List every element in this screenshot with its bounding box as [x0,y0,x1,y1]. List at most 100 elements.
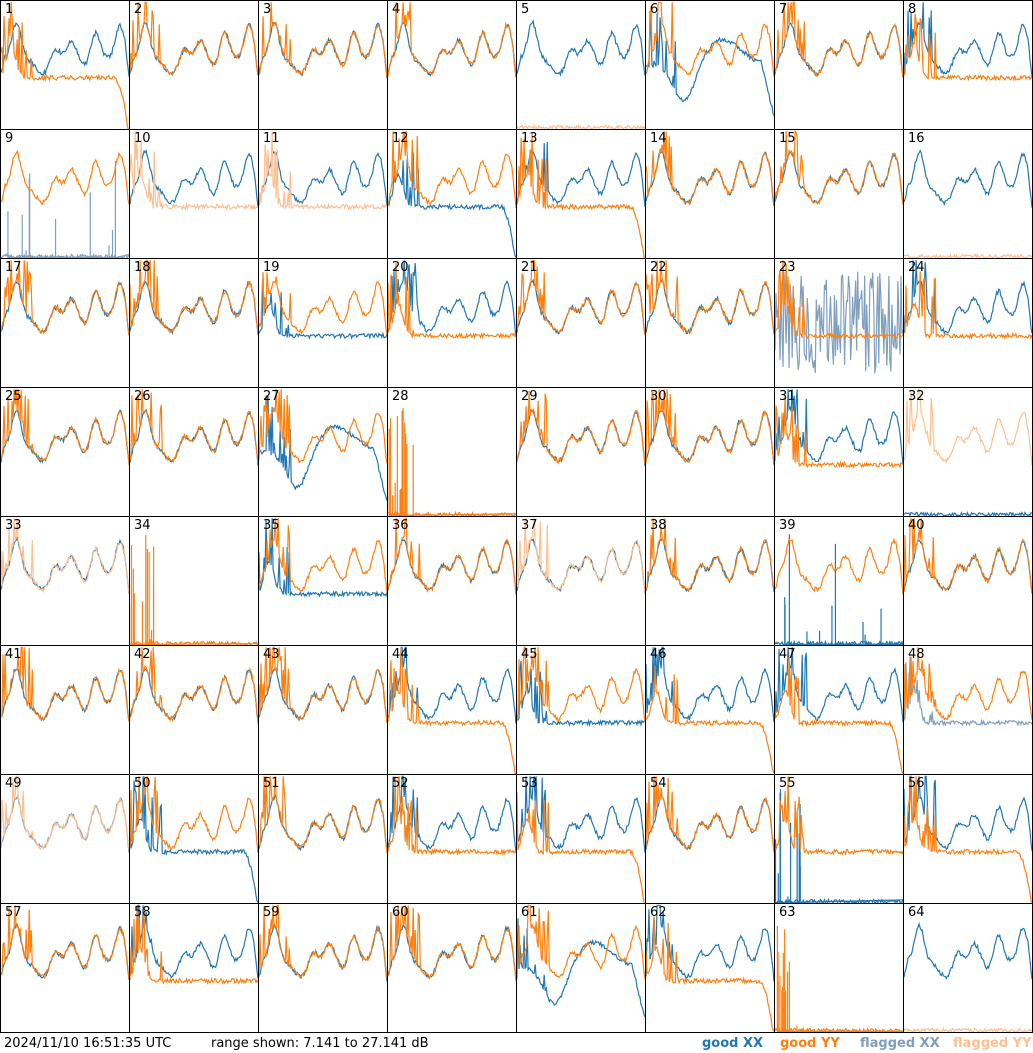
series-xx-line [259,518,387,598]
series-yy-line [904,14,1032,82]
antenna-panel: 42 [129,645,259,775]
antenna-panel: 37 [516,516,646,646]
spectrum-plot [904,647,1032,727]
series-xx-line [130,904,258,979]
antenna-panel: 48 [903,645,1033,775]
series-xx-line [904,149,1032,208]
series-yy-line [259,272,387,336]
series-xx-line [388,775,516,854]
antenna-panel: 3 [258,0,388,130]
series-yy-line [646,518,774,592]
series-xx-line [388,152,516,258]
series-yy-line [775,1,903,78]
panel-label: 10 [134,131,151,146]
antenna-panel: 28 [387,387,517,517]
antenna-panel: 18 [129,258,259,388]
antenna-panel: 30 [645,387,775,517]
spectrum-plot [130,647,258,724]
series-yy-line [130,905,258,985]
series-xx-line [646,10,774,117]
panel-label: 56 [908,776,925,791]
series-yy-line [259,389,387,464]
spectrum-plot [904,260,1032,341]
panel-label: 62 [650,905,667,920]
series-yy-line [646,131,774,206]
antenna-panel: 62 [645,903,775,1033]
series-yy-line [517,904,645,980]
antenna-panel: 10 [129,129,259,259]
spectrum-plot [130,904,258,985]
spectrum-plot [388,517,516,595]
panel-label: 58 [134,905,151,920]
series-yy-line [130,259,258,336]
panel-label: 63 [779,905,796,920]
spectrum-plot [388,131,516,258]
spectrum-plot [517,391,645,467]
series-yy-line [388,262,516,340]
panel-label: 57 [5,905,22,920]
panel-label: 37 [521,518,538,533]
antenna-panel: 17 [0,258,130,388]
spectrum-plot [517,518,645,595]
series-xx-line [259,284,387,340]
panel-label: 16 [908,131,925,146]
antenna-panel: 15 [774,129,904,259]
series-yy-line [646,776,774,853]
spectrum-plot [1,260,129,336]
antenna-panel: 36 [387,516,517,646]
series-xx-line [517,776,645,853]
spectrum-plot [517,776,645,903]
panel-label: 20 [392,260,409,275]
antenna-panel: 14 [645,129,775,259]
series-yy-line [1,646,129,722]
panel-label: 33 [5,518,22,533]
spectrum-plot [904,921,1032,1032]
antenna-panel: 44 [387,645,517,775]
panel-label: 48 [908,647,925,662]
spectrum-plot [904,775,1032,903]
series-yy-line [1,518,129,595]
antenna-panel: 27 [258,387,388,517]
panel-label: 46 [650,647,667,662]
series-xx-line [904,260,1032,335]
series-yy-line [517,646,645,722]
series-yy-line [775,925,903,1032]
panel-label: 44 [392,647,409,662]
antenna-panel: 26 [129,387,259,517]
panel-label: 11 [263,131,280,146]
antenna-panel: 35 [258,516,388,646]
antenna-panel: 45 [516,645,646,775]
series-xx-line [904,656,1032,727]
series-xx-line [130,21,258,76]
series-yy-line [1,149,129,206]
series-yy-line [904,388,1032,466]
series-yy-line [388,2,516,77]
antenna-panel: 63 [774,903,904,1033]
spectrum-plot [388,905,516,982]
spectrum-plot [517,132,645,258]
series-yy-line [1,775,129,850]
panel-label: 51 [263,776,280,791]
series-xx-line [1,161,129,258]
antenna-panel: 23 [774,258,904,388]
spectrum-plot [259,904,387,982]
series-xx-line [775,647,903,723]
spectrum-plot [1,646,129,722]
series-yy-line [130,1,258,77]
antenna-panel: 9 [0,129,130,259]
spectrum-plot [1,2,129,129]
series-yy-line [1,260,129,336]
antenna-panel: 41 [0,645,130,775]
spectrum-plot [775,389,903,469]
series-xx-line [517,660,645,727]
series-yy-line [130,389,258,464]
panel-label: 40 [908,518,925,533]
series-yy-line [904,271,1032,341]
antenna-panel: 43 [258,645,388,775]
panel-label: 61 [521,905,538,920]
antenna-panel: 21 [516,258,646,388]
antenna-panel: 52 [387,774,517,904]
antenna-panel: 39 [774,516,904,646]
spectrum-plot [130,259,258,336]
